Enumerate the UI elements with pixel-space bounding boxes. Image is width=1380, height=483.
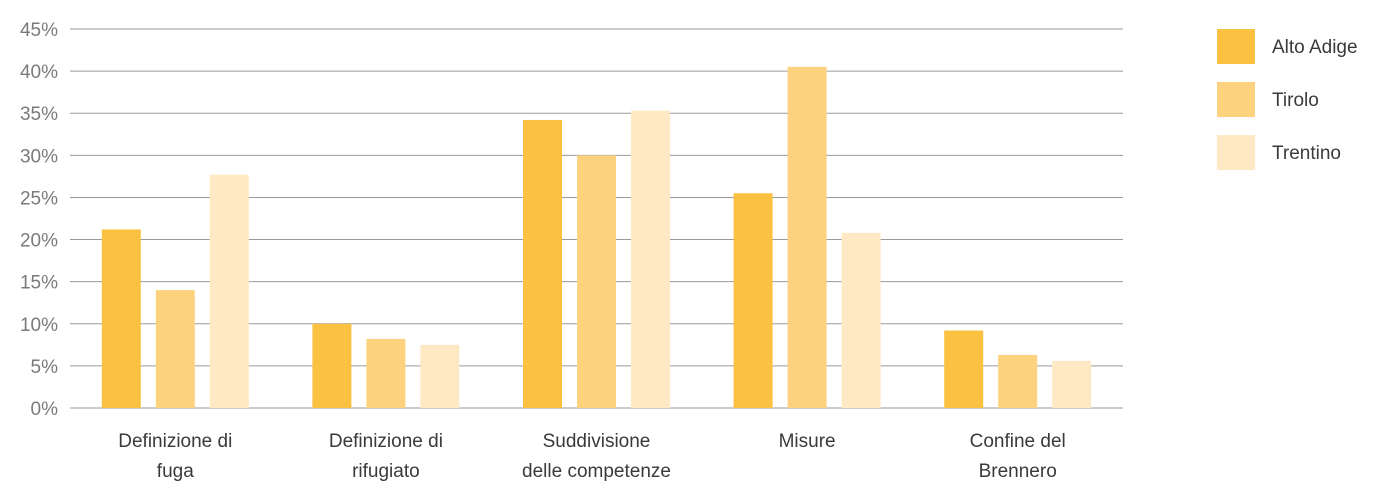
y-tick-label: 35% (20, 104, 58, 125)
bar-alto-adige (944, 330, 984, 408)
y-axis-tick-labels: 0% 5% 10% 15% 20% 25% 30% 35% 40% 45% (20, 20, 58, 420)
legend-label: Tirolo (1272, 90, 1319, 111)
bar-trentino (841, 232, 881, 408)
bar-trentino (631, 110, 670, 408)
x-category-label-line: Definizione di (118, 431, 232, 452)
x-category-label-line: delle competenze (522, 461, 671, 482)
bar-trentino (209, 174, 249, 408)
y-tick-label: 25% (20, 188, 58, 209)
legend: Alto Adige Tirolo Trentino (1217, 29, 1358, 170)
bar-tirolo (366, 338, 406, 408)
bar-alto-adige (101, 229, 141, 408)
y-tick-label: 10% (20, 315, 58, 336)
y-tick-label: 45% (20, 20, 58, 41)
x-category-label: Confine del Brennero (970, 431, 1066, 482)
y-tick-label: 40% (20, 62, 58, 83)
x-axis-category-labels: Definizione di fuga Definizione di rifugiat… (118, 431, 1066, 482)
x-category-label-line: Confine del (970, 431, 1066, 452)
y-tick-label: 20% (20, 231, 58, 252)
y-tick-label: 5% (31, 357, 59, 378)
bar-alto-adige (312, 323, 352, 408)
x-category-label: Definizione di fuga (118, 431, 232, 482)
x-category-label-line: Brennero (979, 461, 1057, 482)
x-category-label: Misure (779, 431, 836, 452)
y-tick-label: 30% (20, 146, 58, 167)
bar-trentino (420, 344, 460, 408)
legend-swatch (1217, 82, 1255, 117)
bar-tirolo (998, 354, 1038, 408)
bar-trentino (1052, 360, 1092, 408)
bar-tirolo (155, 290, 195, 408)
x-category-label-line: fuga (157, 461, 194, 482)
x-category-label: Suddivisione delle competenze (522, 431, 671, 482)
x-category-label-line: Suddivisione (543, 431, 651, 452)
legend-label: Alto Adige (1272, 37, 1358, 58)
bar-tirolo (577, 155, 616, 408)
y-tick-label: 0% (31, 399, 59, 420)
bar-alto-adige (733, 193, 773, 408)
legend-swatch (1217, 135, 1255, 170)
x-category-label-line: Definizione di (329, 431, 443, 452)
bar-alto-adige (523, 119, 562, 409)
legend-swatch (1217, 29, 1255, 64)
bar-tirolo (787, 66, 827, 409)
bars (101, 66, 1092, 409)
x-category-label-line: rifugiato (352, 461, 420, 482)
x-category-label: Definizione di rifugiato (329, 431, 443, 482)
x-category-label-line: Misure (779, 431, 836, 452)
y-tick-label: 15% (20, 273, 58, 294)
legend-label: Trentino (1272, 143, 1341, 164)
